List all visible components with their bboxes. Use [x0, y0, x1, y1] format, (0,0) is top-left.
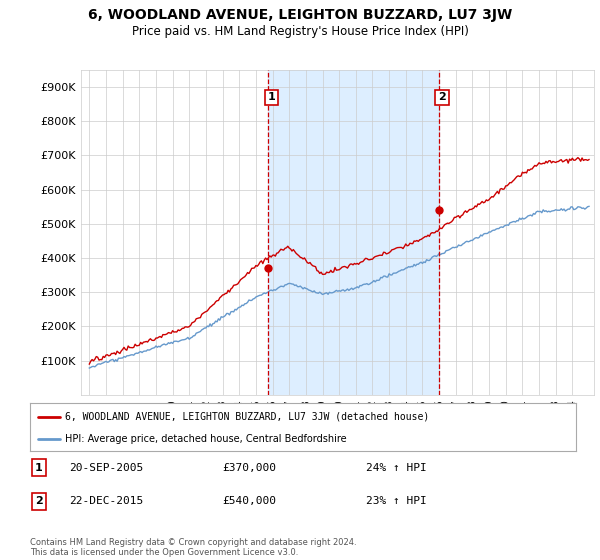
Text: 6, WOODLAND AVENUE, LEIGHTON BUZZARD, LU7 3JW: 6, WOODLAND AVENUE, LEIGHTON BUZZARD, LU… [88, 8, 512, 22]
Text: 24% ↑ HPI: 24% ↑ HPI [366, 463, 427, 473]
Text: £370,000: £370,000 [222, 463, 276, 473]
Text: 1: 1 [268, 92, 275, 102]
Text: 20-SEP-2005: 20-SEP-2005 [69, 463, 143, 473]
Text: 6, WOODLAND AVENUE, LEIGHTON BUZZARD, LU7 3JW (detached house): 6, WOODLAND AVENUE, LEIGHTON BUZZARD, LU… [65, 412, 430, 422]
Text: 2: 2 [438, 92, 446, 102]
Text: 2: 2 [35, 496, 43, 506]
Text: 23% ↑ HPI: 23% ↑ HPI [366, 496, 427, 506]
Text: Price paid vs. HM Land Registry's House Price Index (HPI): Price paid vs. HM Land Registry's House … [131, 25, 469, 38]
Text: £540,000: £540,000 [222, 496, 276, 506]
Text: 1: 1 [35, 463, 43, 473]
Text: 22-DEC-2015: 22-DEC-2015 [69, 496, 143, 506]
Text: HPI: Average price, detached house, Central Bedfordshire: HPI: Average price, detached house, Cent… [65, 434, 347, 444]
Bar [268, 70, 439, 395]
Text: Contains HM Land Registry data © Crown copyright and database right 2024.
This d: Contains HM Land Registry data © Crown c… [30, 538, 356, 557]
